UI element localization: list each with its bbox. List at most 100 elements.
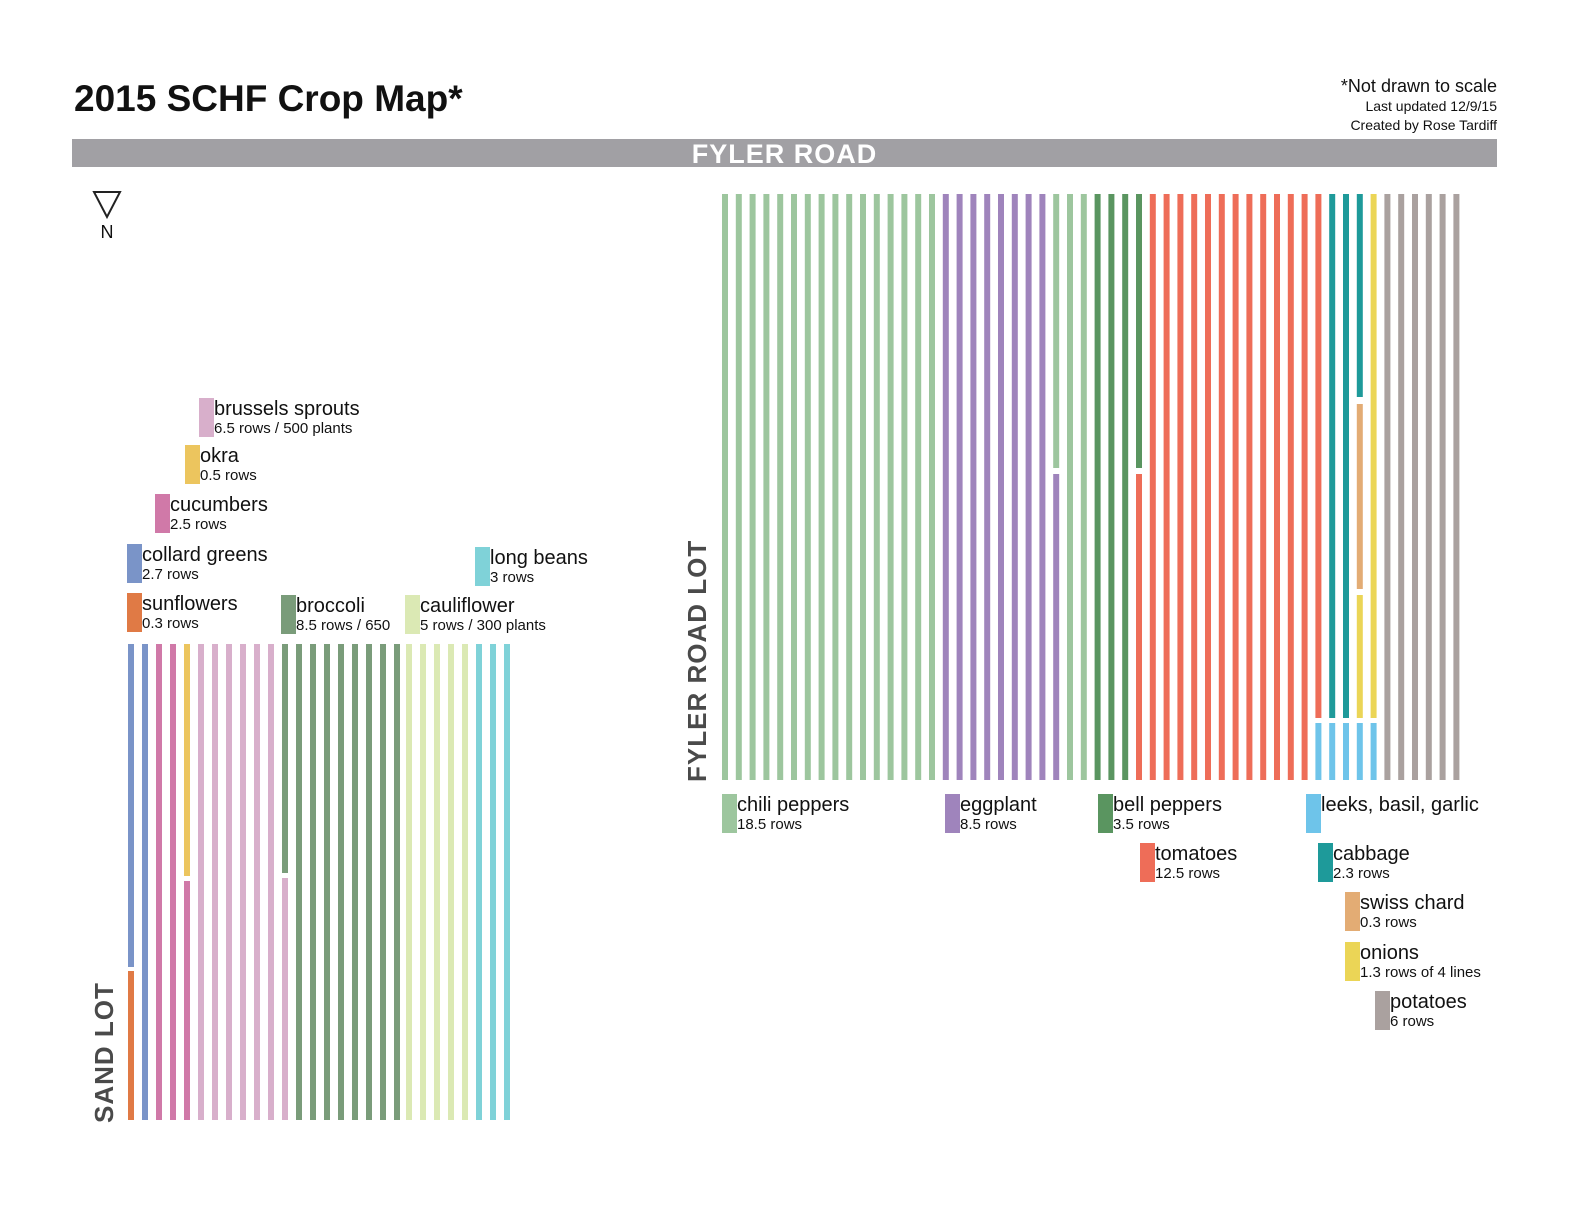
tomatoes-row [1136, 474, 1142, 780]
tomatoes-row [1177, 194, 1184, 780]
potatoes-row [1425, 194, 1432, 780]
cauliflower-row [462, 644, 468, 1120]
chili-peppers-row [929, 194, 935, 780]
bell-peppers-row [1122, 194, 1129, 780]
eggplant-row [1011, 194, 1018, 780]
broccoli-row [282, 644, 288, 873]
page-title: 2015 SCHF Crop Map* [74, 78, 463, 119]
crop-name: bell peppers [1113, 794, 1222, 816]
sunflowers-row [128, 971, 134, 1120]
collard-greens-row [128, 644, 134, 967]
fyler-road-bar: FYLER ROAD [72, 139, 1497, 169]
author-note: Created by Rose Tardiff [1350, 117, 1497, 133]
legend-tomatoes: tomatoes 12.5 rows [1140, 843, 1237, 883]
crop-info: 1.3 rows of 4 lines [1360, 964, 1481, 981]
long-beans-swatch [475, 547, 490, 586]
cucumbers-row [156, 644, 162, 1120]
crop-info: 2.7 rows [142, 566, 199, 583]
tomatoes-row [1315, 194, 1322, 718]
crop-name: broccoli [296, 595, 365, 617]
crop-info: 6.5 rows / 500 plants [214, 420, 353, 437]
crop-info: 3.5 rows [1113, 816, 1170, 833]
chili-peppers-row [832, 194, 839, 780]
tomatoes-row [1205, 194, 1211, 780]
crop-name: collard greens [142, 544, 268, 566]
cauliflower-row [434, 644, 440, 1120]
crop-name: cauliflower [420, 595, 515, 617]
eggplant-row [942, 194, 949, 780]
potatoes-swatch [1375, 991, 1390, 1030]
brussels-sprouts-row [282, 878, 288, 1120]
legend-cabbage: cabbage 2.3 rows [1318, 843, 1410, 883]
eggplant-row [1025, 194, 1032, 780]
leeks-basil-garlic-row [1343, 723, 1349, 780]
sunflowers-swatch [127, 593, 142, 632]
potatoes-row [1439, 194, 1446, 780]
legend-okra: okra 0.5 rows [185, 445, 257, 485]
crop-info: 0.3 rows [142, 615, 199, 632]
potatoes-row [1412, 194, 1418, 780]
crop-info: 8.5 rows [960, 816, 1017, 833]
long-beans-row [504, 644, 510, 1120]
tomatoes-swatch [1140, 843, 1155, 882]
crop-info: 5 rows / 300 plants [420, 617, 546, 634]
bell-peppers-swatch [1098, 794, 1113, 833]
bell-peppers-row [1108, 194, 1115, 780]
crop-info: 18.5 rows [737, 816, 803, 833]
leeks-basil-garlic-row [1370, 723, 1377, 780]
legend-cauliflower: cauliflower 5 rows / 300 plants [405, 595, 546, 635]
leeks-basil-garlic-row [1329, 723, 1336, 780]
legend-long-beans: long beans 3 rows [475, 547, 588, 587]
legend-leeks-basil-garlic: leeks, basil, garlic [1306, 794, 1479, 833]
chili-peppers-swatch [722, 794, 737, 833]
cauliflower-swatch [405, 595, 420, 634]
chili-peppers-row [873, 194, 880, 780]
onions-row [1370, 194, 1377, 718]
bell-peppers-row [1094, 194, 1101, 780]
brussels-sprouts-row [268, 644, 274, 1120]
chili-peppers-row [735, 194, 742, 780]
north-arrow: N [92, 190, 122, 243]
long-beans-row [490, 644, 496, 1120]
cauliflower-row [448, 644, 454, 1120]
chili-peppers-row [791, 194, 797, 780]
okra-swatch [185, 445, 200, 484]
crop-name: chili peppers [737, 794, 850, 816]
cabbage-row [1343, 194, 1349, 718]
crop-name: tomatoes [1155, 843, 1238, 865]
brussels-sprouts-row [198, 644, 204, 1120]
chili-peppers-row [818, 194, 825, 780]
bell-peppers-row [1136, 194, 1142, 468]
legend-bell-peppers: bell peppers 3.5 rows [1098, 794, 1222, 834]
tomatoes-row [1246, 194, 1253, 780]
eggplant-row [1039, 194, 1046, 780]
cauliflower-row [406, 644, 412, 1120]
swiss-chard-swatch [1345, 892, 1360, 931]
broccoli-row [296, 644, 302, 1120]
brussels-sprouts-row [212, 644, 218, 1120]
chili-peppers-row [804, 194, 811, 780]
north-triangle-icon [92, 191, 122, 220]
eggplant-row [1053, 474, 1060, 780]
chili-peppers-row [763, 194, 770, 780]
crop-info: 12.5 rows [1155, 865, 1221, 882]
okra-row [184, 644, 190, 876]
crop-info: 3 rows [490, 569, 535, 586]
potatoes-row [1398, 194, 1405, 780]
legend-cucumbers: cucumbers 2.5 rows [155, 494, 268, 534]
onions-row [1356, 595, 1363, 718]
broccoli-row [310, 644, 316, 1120]
tomatoes-row [1232, 194, 1239, 780]
swiss-chard-row [1356, 404, 1363, 589]
north-label: N [100, 222, 114, 242]
chili-peppers-row [846, 194, 853, 780]
cucumbers-row [184, 881, 190, 1120]
collard-greens-row [142, 644, 148, 1120]
eggplant-row [956, 194, 963, 780]
broccoli-row [366, 644, 372, 1120]
legend-onions: onions 1.3 rows of 4 lines [1345, 942, 1481, 982]
chili-peppers-row [1080, 194, 1087, 780]
eggplant-row [998, 194, 1004, 780]
legend-collard-greens: collard greens 2.7 rows [127, 544, 268, 584]
brussels-sprouts-swatch [199, 398, 214, 437]
